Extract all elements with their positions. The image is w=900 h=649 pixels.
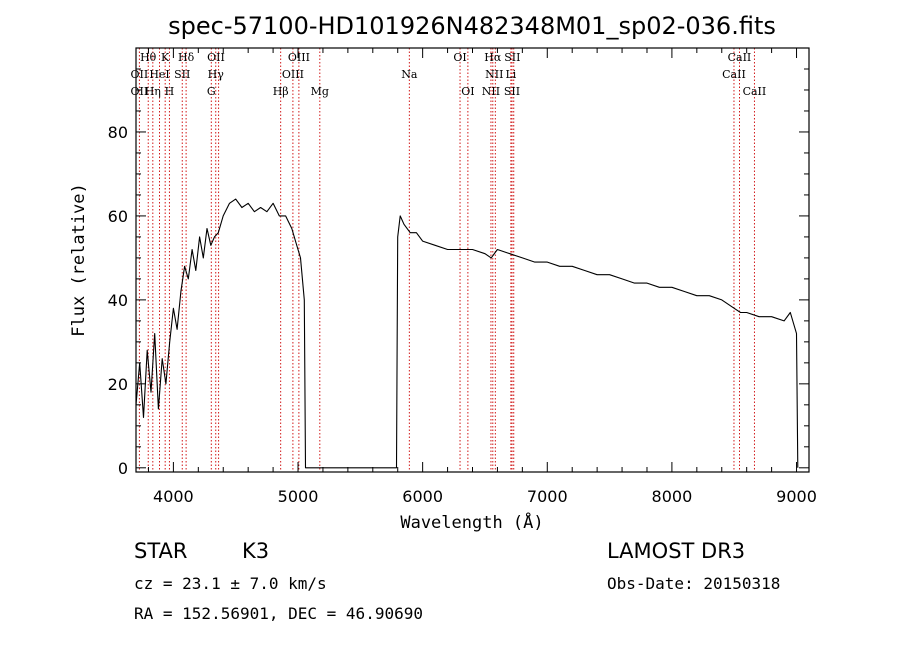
line-label: Hδ (178, 51, 195, 64)
line-label: SII (504, 85, 520, 98)
x-tick-label: 7000 (527, 487, 568, 506)
line-label: G (207, 85, 216, 98)
line-label: Mg (311, 85, 329, 98)
object-subclass: K3 (242, 539, 270, 563)
line-label: Li (505, 68, 516, 81)
y-axis-label: Flux (relative) (69, 183, 89, 337)
line-label: OII (131, 85, 149, 98)
line-label: Hθ (140, 51, 157, 64)
emission-line-markers (138, 48, 755, 472)
x-tick-label: 6000 (402, 487, 443, 506)
line-label: Hβ (273, 85, 289, 98)
line-label: OIII (282, 68, 304, 81)
line-label: H (165, 85, 175, 98)
observation-date: Obs-Date: 20150318 (607, 574, 781, 593)
x-axis-label: Wavelength (Å) (400, 511, 543, 533)
y-tick-label: 60 (108, 207, 128, 226)
coordinates: RA = 152.56901, DEC = 46.90690 (134, 604, 423, 623)
line-label: Na (401, 68, 418, 81)
line-label: Hα (484, 51, 502, 64)
survey-name: LAMOST DR3 (607, 539, 746, 563)
line-label: OII (207, 51, 225, 64)
y-tick-label: 40 (108, 291, 128, 310)
x-tick-label: 5000 (278, 487, 319, 506)
line-label: NII (482, 85, 500, 98)
axis-ticks: 4000 5000 6000 7000 8000 9000 0 20 40 60 80 (108, 48, 817, 506)
y-tick-label: 20 (108, 375, 128, 394)
line-label: CaII (722, 68, 746, 81)
line-label: Hη (145, 85, 161, 98)
line-label: SII (504, 51, 520, 64)
line-label: OI (461, 85, 474, 98)
line-label: OII (131, 68, 149, 81)
line-label: CaII (743, 85, 767, 98)
line-label: K (161, 51, 170, 64)
y-tick-label: 80 (108, 123, 128, 142)
series-flux-line (135, 198, 799, 469)
x-tick-label: 9000 (776, 487, 817, 506)
line-label: Hγ (208, 68, 225, 81)
line-label: NII (485, 68, 503, 81)
object-type: STAR (134, 539, 188, 563)
x-tick-label: 8000 (652, 487, 693, 506)
plot-frame (135, 47, 810, 473)
line-label: SII (174, 68, 190, 81)
y-tick-label: 0 (118, 459, 128, 478)
redshift-value: cz = 23.1 ± 7.0 km/s (134, 574, 327, 593)
line-label: OIII (288, 51, 310, 64)
line-label: CaII (728, 51, 752, 64)
line-label: HeI (149, 68, 169, 81)
line-label: OI (453, 51, 466, 64)
x-tick-label: 4000 (153, 487, 194, 506)
chart-title: spec-57100-HD101926N482348M01_sp02-036.f… (168, 12, 776, 40)
